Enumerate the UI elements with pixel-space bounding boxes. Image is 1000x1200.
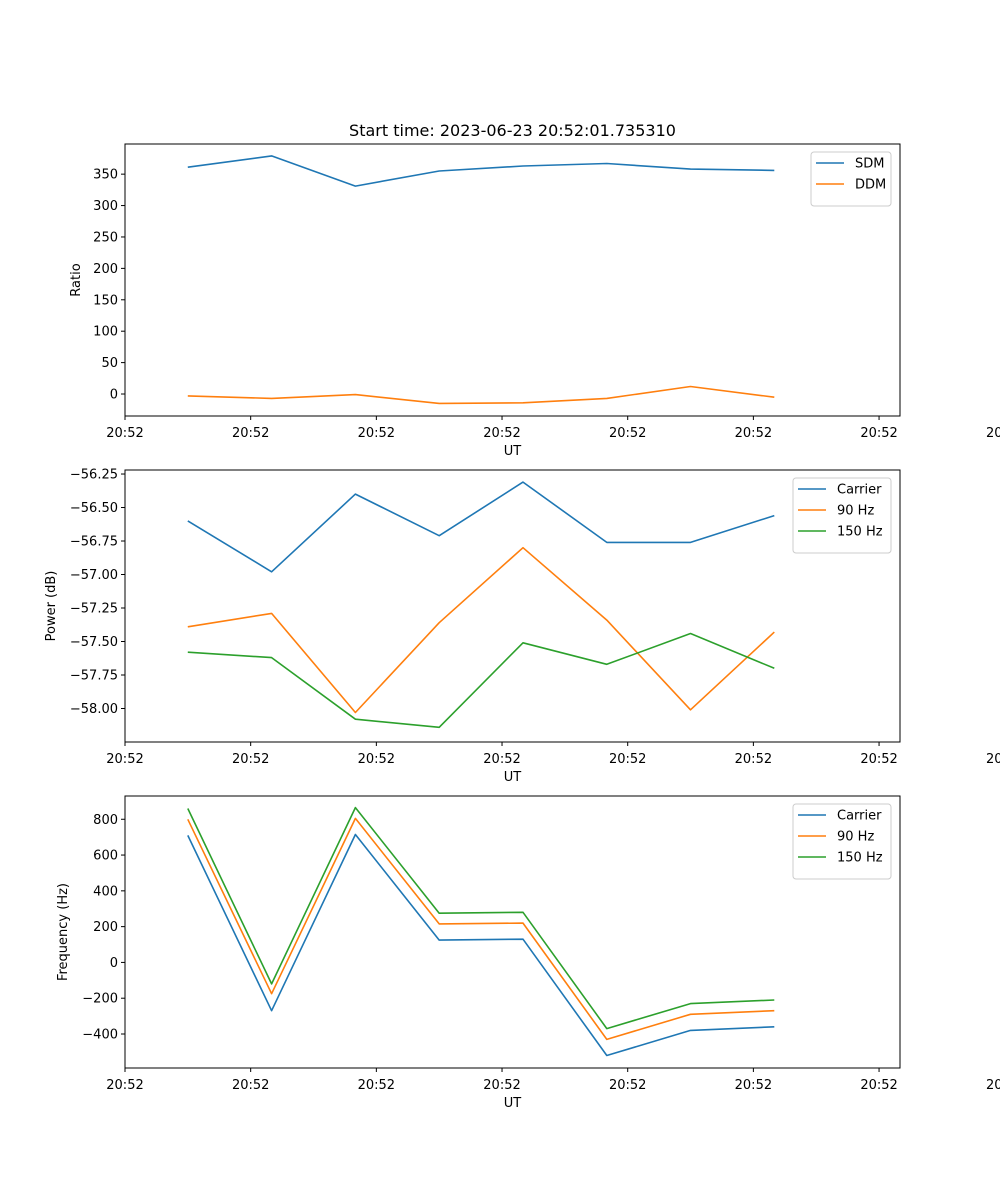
x-tick-label-20-52-g: 20:52 xyxy=(860,752,897,767)
y-axis-label: Ratio xyxy=(69,263,84,296)
y-tick-label: −57.75 xyxy=(70,669,118,684)
legend: SDM DDM xyxy=(810,151,892,207)
y-tick-label: −56.50 xyxy=(70,501,118,516)
y-axis-label: Power (dB) xyxy=(44,571,59,642)
legend-label-carrier: Carrier xyxy=(837,483,882,498)
x-tick-label-20-52-f: 20:52 xyxy=(735,752,772,767)
legend-frame xyxy=(810,151,892,207)
plot-area-frame xyxy=(124,469,901,743)
chart-power: 20:52 20:52 20:52 20:52 20:52 20:52 20:52 20:53… xyxy=(44,468,1000,785)
x-tick-label-20-52-c: 20:52 xyxy=(358,752,395,767)
y-tick-label: 200 xyxy=(93,262,118,277)
x-tick-label-20-52-e: 20:52 xyxy=(609,426,646,441)
y-tick-label: 400 xyxy=(93,884,118,899)
y-tick-label: 100 xyxy=(93,325,118,340)
legend: Carrier 90 Hz 150 Hz xyxy=(792,803,892,880)
x-tick-label-20-52-d: 20:52 xyxy=(483,426,520,441)
legend-frame xyxy=(792,477,892,554)
y-tick-label: 0 xyxy=(110,956,118,971)
figure-title: Start time: 2023-06-23 20:52:01.735310 xyxy=(349,121,676,140)
legend: Carrier 90 Hz 150 Hz xyxy=(792,477,892,554)
x-tick-label-20-52-g: 20:52 xyxy=(860,1078,897,1093)
x-tick-label-20-52-f: 20:52 xyxy=(735,1078,772,1093)
y-tick-label: −56.75 xyxy=(70,535,118,550)
x-axis-label: UT xyxy=(504,770,522,785)
series-line-150-hz xyxy=(187,632,775,729)
series-line-90-hz xyxy=(187,817,775,1041)
x-tick-label-20-52-a: 20:52 xyxy=(106,752,143,767)
x-tick-label-20-52-d: 20:52 xyxy=(483,752,520,767)
plot-area-frame xyxy=(124,143,901,417)
x-tick-label-20-52-b: 20:52 xyxy=(232,1078,269,1093)
series-line-90-hz xyxy=(187,546,775,714)
y-tick-label: −57.00 xyxy=(70,568,118,583)
x-tick-label-20-53: 20:53 xyxy=(986,752,1000,767)
y-tick-label: −57.25 xyxy=(70,602,118,617)
y-tick-label: −200 xyxy=(82,992,118,1007)
series-line-carrier xyxy=(187,833,775,1057)
y-tick-label: 350 xyxy=(93,168,118,183)
series-line-carrier xyxy=(187,481,775,573)
legend-label-carrier: Carrier xyxy=(837,809,882,824)
x-tick-label-20-52-b: 20:52 xyxy=(232,752,269,767)
legend-label-90-hz: 90 Hz xyxy=(837,504,874,519)
x-tick-label-20-52-a: 20:52 xyxy=(106,1078,143,1093)
y-tick-label: −56.25 xyxy=(70,468,118,483)
x-tick-label-20-52-e: 20:52 xyxy=(609,1078,646,1093)
y-tick-label: 600 xyxy=(93,849,118,864)
x-tick-label-20-52-c: 20:52 xyxy=(358,1078,395,1093)
series-line-150-hz xyxy=(187,806,775,1030)
legend-label-150-hz: 150 Hz xyxy=(837,525,883,540)
x-tick-label-20-52-a: 20:52 xyxy=(106,426,143,441)
x-tick-label-20-52-g: 20:52 xyxy=(860,426,897,441)
plot-area-frame xyxy=(124,795,901,1069)
x-tick-label-20-52-b: 20:52 xyxy=(232,426,269,441)
x-tick-label-20-52-f: 20:52 xyxy=(735,426,772,441)
y-tick-label: 50 xyxy=(101,356,118,371)
series-line-sdm xyxy=(187,155,775,187)
x-tick-label-20-53: 20:53 xyxy=(986,426,1000,441)
legend-frame xyxy=(792,803,892,880)
y-tick-label: 0 xyxy=(110,388,118,403)
legend-label-90-hz: 90 Hz xyxy=(837,830,874,845)
y-tick-label: 250 xyxy=(93,230,118,245)
x-axis-label: UT xyxy=(504,444,522,459)
series-line-ddm xyxy=(187,385,775,405)
x-tick-label-20-53: 20:53 xyxy=(986,1078,1000,1093)
x-tick-label-20-52-c: 20:52 xyxy=(358,426,395,441)
y-tick-label: 200 xyxy=(93,920,118,935)
y-tick-label: 150 xyxy=(93,293,118,308)
legend-label-sdm: SDM xyxy=(855,157,884,172)
x-axis-label: UT xyxy=(504,1096,522,1111)
y-tick-label: 800 xyxy=(93,813,118,828)
y-tick-label: 300 xyxy=(93,199,118,214)
y-tick-label: −400 xyxy=(82,1028,118,1043)
chart-ratio: 20:52 20:52 20:52 20:52 20:52 20:52 20:52 20:53… xyxy=(69,143,1000,459)
y-tick-label: −57.50 xyxy=(70,635,118,650)
x-tick-label-20-52-e: 20:52 xyxy=(609,752,646,767)
legend-label-ddm: DDM xyxy=(855,178,886,193)
y-tick-label: −58.00 xyxy=(70,702,118,717)
legend-label-150-hz: 150 Hz xyxy=(837,851,883,866)
x-tick-label-20-52-d: 20:52 xyxy=(483,1078,520,1093)
y-axis-label: Frequency (Hz) xyxy=(56,883,71,981)
chart-frequency: 20:52 20:52 20:52 20:52 20:52 20:52 20:52 20:53… xyxy=(56,795,1000,1111)
